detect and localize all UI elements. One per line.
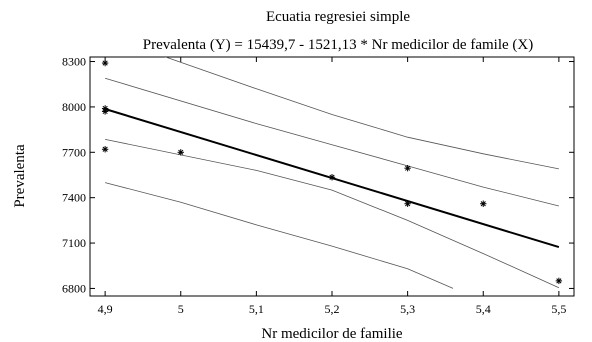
chart-title: Ecuatia regresiei simple bbox=[266, 9, 410, 25]
x-axis-label: Nr medicilor de familie bbox=[261, 326, 403, 342]
data-point bbox=[404, 200, 411, 207]
data-point bbox=[555, 277, 563, 285]
data-point bbox=[328, 174, 336, 181]
y-tick-label: 7100 bbox=[62, 236, 86, 250]
y-tick-label: 6800 bbox=[62, 281, 86, 295]
point-mark bbox=[102, 60, 108, 66]
point-mark bbox=[102, 108, 108, 115]
confidence-upper-line bbox=[104, 77, 559, 207]
prediction-upper-line bbox=[164, 57, 559, 170]
x-tick-label: 5,2 bbox=[325, 302, 340, 316]
data-point bbox=[101, 59, 109, 67]
data-points bbox=[101, 59, 563, 285]
data-point bbox=[101, 108, 109, 115]
x-tick-label: 5,3 bbox=[400, 302, 415, 316]
x-tick-label: 5,4 bbox=[476, 302, 491, 316]
chart-subtitle: Prevalenta (Y) = 15439,7 - 1521,13 * Nr … bbox=[143, 37, 533, 53]
prediction-lower-line bbox=[104, 182, 454, 289]
x-tick-label: 5 bbox=[178, 302, 184, 316]
data-point bbox=[480, 200, 487, 207]
data-point bbox=[101, 146, 109, 153]
point-mark bbox=[405, 201, 411, 207]
y-axis: 6800 7100 7400 7700 8000 8300 bbox=[62, 55, 574, 295]
point-mark bbox=[480, 201, 486, 207]
y-tick-label: 7400 bbox=[62, 191, 86, 205]
data-point bbox=[177, 149, 184, 156]
point-mark bbox=[102, 146, 108, 152]
point-mark bbox=[405, 165, 411, 171]
point-mark bbox=[329, 174, 335, 180]
y-axis-label: Prevalenta bbox=[12, 144, 28, 208]
point-mark bbox=[178, 149, 184, 155]
x-tick-label: 5,1 bbox=[249, 302, 264, 316]
x-tick-label: 5,5 bbox=[551, 302, 566, 316]
confidence-lower-line bbox=[105, 139, 560, 289]
data-point bbox=[404, 164, 411, 172]
y-tick-label: 8300 bbox=[62, 55, 86, 69]
interval-bands bbox=[104, 57, 560, 289]
y-tick-label: 8000 bbox=[62, 100, 86, 114]
x-tick-label: 4,9 bbox=[98, 302, 113, 316]
y-tick-label: 7700 bbox=[62, 145, 86, 159]
point-mark bbox=[556, 278, 562, 284]
x-axis: 4,9 5 5,1 5,2 5,3 5,4 5,5 bbox=[98, 57, 566, 316]
